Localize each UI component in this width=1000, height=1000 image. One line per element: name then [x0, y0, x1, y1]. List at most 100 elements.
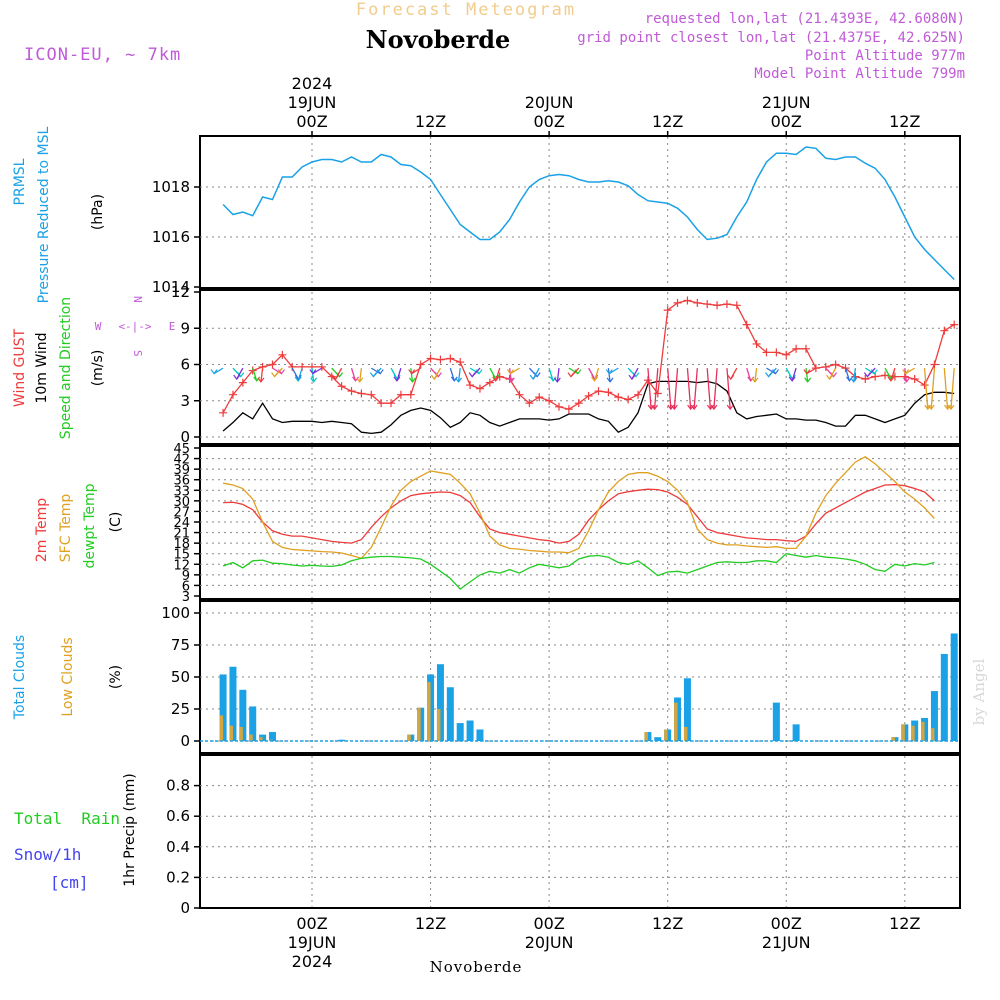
wind-direction-arrow [726, 368, 731, 410]
wind-gust-marker [752, 339, 761, 348]
wind-direction-arrowhead [506, 369, 514, 375]
cloud-low-bar [407, 734, 411, 741]
pressure-label-prmsl: PRMSL [12, 158, 28, 205]
wind-direction-arrowhead [332, 374, 340, 381]
cloud-total-bar [219, 674, 227, 741]
wind-direction-arrowhead [628, 374, 636, 381]
wind-direction-arrow [312, 367, 323, 375]
time-label-bottom: 2024 [292, 952, 333, 971]
wind-direction-arrow [457, 368, 461, 382]
cloud-low-bar [930, 728, 935, 741]
precip-unit: 1hr Precip (mm) [122, 773, 138, 886]
temp-sfc-line [222, 456, 935, 560]
wind-gust-marker [475, 384, 484, 393]
temp-tick-label: 15 [173, 548, 190, 563]
wind-gust-marker [238, 378, 247, 387]
time-label-bottom: 12Z [889, 914, 920, 933]
temp-tick-label: 27 [173, 505, 190, 520]
pressure-tick-label: 1016 [152, 228, 190, 246]
temp-tick-label: 9 [182, 569, 190, 584]
wind-direction-arrowhead [309, 369, 317, 375]
wind-direction-arrowhead [294, 376, 302, 382]
wind-gust-marker [683, 296, 692, 305]
wind-gust-marker [920, 381, 929, 390]
clouds-tick-label: 75 [171, 636, 190, 654]
wind-direction-arrow [686, 368, 692, 410]
precip-label-rain: Total Rain [14, 809, 120, 828]
wind-direction-arrowhead [271, 372, 279, 378]
time-label-top: 21JUN [762, 93, 811, 112]
wind-direction-arrowhead [804, 377, 812, 383]
wind-direction-arrow [746, 367, 752, 382]
wind-direction-arrow [667, 368, 672, 410]
wind-direction-arrowhead [788, 376, 796, 382]
wind-direction-arrowhead [468, 372, 476, 378]
chart-marks [200, 146, 960, 909]
wind-gust-marker [545, 396, 554, 405]
wind-direction-arrow [508, 368, 512, 382]
clouds-tick-label: 0 [180, 732, 190, 750]
wind-gust-marker [881, 371, 890, 380]
temp-tick-label: 3 [182, 590, 190, 605]
wind-gust-marker [555, 402, 563, 411]
wind-direction-arrowhead [434, 372, 442, 378]
wind-gust-marker [525, 399, 534, 408]
wind-gust-marker [456, 358, 465, 367]
time-label-bottom: 12Z [415, 914, 446, 933]
wind-label-gust: Wind GUST [12, 328, 28, 407]
cloud-low-bar [259, 737, 263, 741]
wind-direction-arrow [607, 368, 611, 382]
pressure-unit: (hPa) [90, 194, 106, 230]
wind-direction-arrowhead [210, 369, 218, 375]
wind-gust-marker [387, 399, 396, 408]
wind-direction-arrowhead [947, 404, 955, 411]
wind-gust-marker [406, 390, 415, 399]
wind-gust-marker [426, 354, 435, 363]
time-label-top: 2024 [292, 74, 333, 93]
cloud-total-bar [476, 729, 484, 741]
wind-direction-arrowhead [237, 372, 245, 378]
precip-label-snow: Snow/1h [14, 845, 81, 864]
gridpoint-coords: grid point closest lon,lat (21.4375E, 42… [577, 30, 965, 46]
cloud-low-bar [417, 707, 421, 741]
wind-gust-marker [821, 362, 830, 371]
wind-direction-arrow [396, 367, 402, 382]
compass-rose: W <-|-> E N S [95, 296, 176, 357]
time-label-top: 12Z [889, 112, 920, 131]
cloud-total-bar [654, 737, 662, 741]
wind-unit: (m/s) [90, 350, 106, 387]
precip-tick-label: 0.2 [166, 868, 190, 886]
time-label-top: 19JUN [288, 93, 337, 112]
wind-tick-label: 9 [180, 319, 190, 337]
wind-direction-arrowhead [850, 377, 858, 383]
time-label-top: 20JUN [525, 93, 574, 112]
wind-direction-arrow [260, 368, 264, 382]
wind-tick-label: 3 [180, 392, 190, 410]
wind-direction-arrowhead [927, 404, 935, 411]
wind-gust-marker [653, 389, 662, 398]
time-label-bottom: 00Z [533, 914, 564, 933]
wind-direction-arrow [706, 368, 712, 410]
wind-direction-arrowhead [605, 369, 613, 375]
wind-gust-marker [574, 399, 583, 408]
footer-location: Novoberde [430, 958, 523, 976]
wind-direction-arrowhead [408, 369, 416, 375]
wind-gust-marker [663, 306, 672, 315]
wind-direction-arrowhead [533, 372, 541, 378]
wind-tick-label: 6 [180, 356, 190, 374]
time-label-bottom: 00Z [296, 914, 327, 933]
wind-gust-marker [643, 376, 652, 385]
pressure-panel [199, 135, 961, 289]
compass-arrow: <-|-> [118, 320, 151, 333]
wind-gust-marker [317, 362, 326, 371]
y-axis-ticks: 1014101610180369123691215182124273033363… [152, 178, 200, 917]
wind-gust-marker [594, 387, 603, 396]
compass-south: S [131, 350, 144, 357]
wind-gust-marker [713, 301, 722, 310]
wind-gust-marker [634, 390, 643, 399]
pressure-tick-label: 1014 [152, 278, 190, 296]
time-label-bottom: 12Z [652, 914, 683, 933]
wind-direction-arrow [713, 368, 718, 410]
wind-direction-arrow [411, 367, 422, 375]
wind-direction-arrow [213, 367, 224, 375]
